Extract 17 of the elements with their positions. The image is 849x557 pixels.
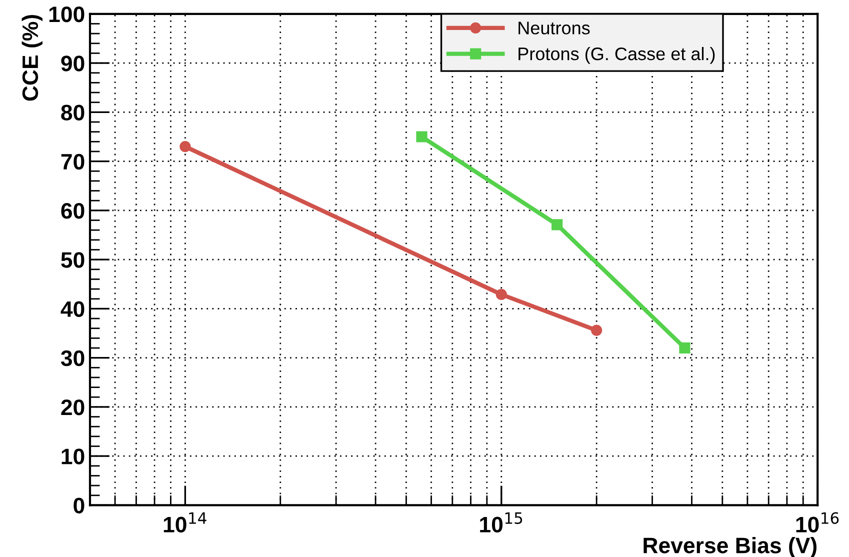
legend-label: Protons (G. Casse et al.) <box>518 47 715 64</box>
y-tick-label: 90 <box>61 56 84 72</box>
y-tick-label: 100 <box>49 6 84 22</box>
y-tick-label: 70 <box>61 154 84 170</box>
y-tick-label: 30 <box>60 350 84 366</box>
y-tick-label: 0 <box>74 498 84 514</box>
y-tick-label: 50 <box>61 252 84 268</box>
y-tick-label: 60 <box>61 202 84 219</box>
y-axis-title: CCE (%) <box>22 15 43 101</box>
x-tick-label: 10$^{16}$ <box>796 512 839 532</box>
y-tick-label: 20 <box>61 399 84 416</box>
x-tick-label: 10$^{15}$ <box>480 512 522 532</box>
y-tick-label: 10 <box>62 448 84 464</box>
y-tick-label: 40 <box>60 301 84 317</box>
y-tick-label: 80 <box>61 104 84 120</box>
x-tick-label: 10$^{14}$ <box>164 512 206 532</box>
legend-label: Neutrons <box>518 22 590 34</box>
